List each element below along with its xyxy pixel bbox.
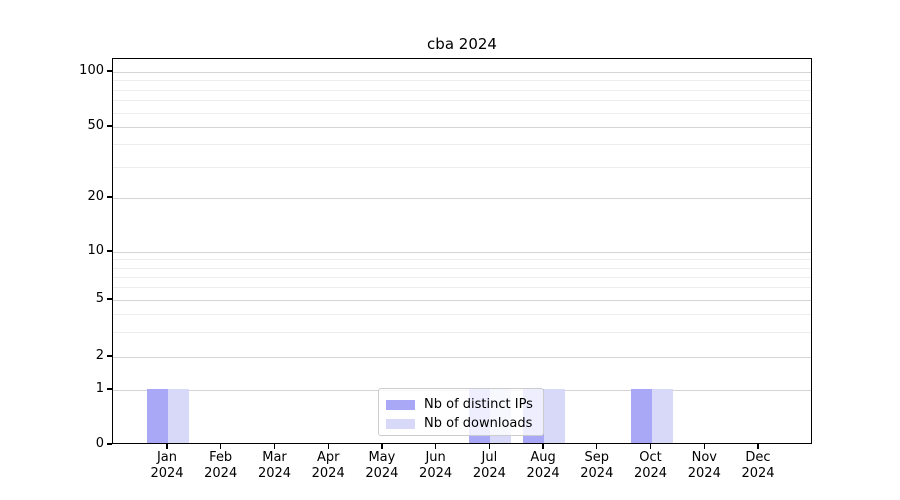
- x-tick-label-sep: Sep 2024: [580, 450, 614, 481]
- y-tick-mark-2: [107, 355, 112, 357]
- gridline-major-20: [113, 198, 811, 199]
- gridline-major-10: [113, 252, 811, 253]
- x-tick-mark-dec: [757, 444, 759, 449]
- y-tick-mark-50: [107, 125, 112, 127]
- gridline-minor-8: [113, 267, 811, 269]
- x-tick-mark-jun: [435, 444, 437, 449]
- x-tick-mark-jul: [488, 444, 490, 449]
- x-tick-mark-feb: [220, 444, 222, 449]
- x-tick-mark-may: [381, 444, 383, 449]
- x-tick-mark-sep: [596, 444, 598, 449]
- gridline-minor-7: [113, 276, 811, 278]
- x-tick-label-nov: Nov 2024: [687, 450, 721, 481]
- gridline-minor-70: [113, 100, 811, 102]
- x-tick-label-may: May 2024: [365, 450, 399, 481]
- legend-swatch-distinct-ips: [386, 399, 415, 410]
- gridline-minor-40: [113, 144, 811, 146]
- gridline-minor-80: [113, 89, 811, 91]
- y-tick-label-1: 1: [95, 381, 104, 396]
- y-tick-mark-0: [107, 443, 112, 445]
- gridline-major-50: [113, 127, 811, 128]
- y-tick-label-0: 0: [95, 436, 104, 451]
- x-tick-label-mar: Mar 2024: [257, 450, 292, 481]
- bar-downloads-aug: [544, 389, 566, 443]
- x-tick-label-jun: Jun 2024: [419, 450, 453, 481]
- x-tick-label-aug: Aug 2024: [526, 450, 560, 481]
- x-tick-label-apr: Apr 2024: [311, 450, 345, 481]
- y-tick-label-5: 5: [95, 291, 104, 306]
- x-tick-label-feb: Feb 2024: [204, 450, 238, 481]
- x-tick-label-jan: Jan 2024: [150, 450, 184, 481]
- x-tick-mark-aug: [542, 444, 544, 449]
- bar-distinct-ips-jan: [147, 389, 168, 443]
- bar-distinct-ips-oct: [630, 389, 652, 443]
- gridline-minor-3: [113, 331, 811, 333]
- y-tick-mark-20: [107, 196, 112, 198]
- y-tick-label-2: 2: [95, 348, 104, 363]
- plot-area: Nb of distinct IPs Nb of downloads: [112, 58, 812, 444]
- y-tick-label-100: 100: [79, 63, 104, 78]
- y-tick-label-10: 10: [87, 243, 104, 258]
- x-tick-mark-mar: [273, 444, 276, 449]
- gridline-minor-90: [113, 80, 811, 82]
- gridline-major-100: [113, 72, 811, 73]
- x-tick-mark-jan: [166, 444, 168, 449]
- y-tick-mark-10: [107, 250, 112, 252]
- y-tick-label-50: 50: [87, 118, 104, 133]
- legend-swatch-downloads: [386, 418, 415, 429]
- bar-downloads-oct: [651, 389, 673, 443]
- bar-downloads-jan: [168, 389, 189, 443]
- gridline-minor-6: [113, 287, 811, 289]
- x-tick-mark-nov: [703, 444, 705, 449]
- gridline-major-2: [113, 357, 811, 358]
- legend: Nb of distinct IPs Nb of downloads: [378, 388, 544, 436]
- gridline-minor-4: [113, 313, 811, 315]
- legend-item-distinct-ips: Nb of distinct IPs: [386, 395, 535, 414]
- x-tick-label-jul: Jul 2024: [472, 450, 506, 481]
- y-tick-mark-5: [107, 298, 112, 300]
- x-tick-label-oct: Oct 2024: [633, 450, 668, 481]
- chart-title: cba 2024: [427, 35, 497, 53]
- x-tick-mark-oct: [649, 444, 652, 449]
- legend-item-downloads: Nb of downloads: [386, 414, 535, 433]
- gridline-major-5: [113, 300, 811, 301]
- gridline-minor-60: [113, 112, 811, 114]
- gridline-minor-9: [113, 259, 811, 261]
- legend-label-distinct-ips: Nb of distinct IPs: [424, 397, 533, 412]
- x-tick-mark-apr: [327, 444, 329, 449]
- x-tick-label-dec: Dec 2024: [741, 450, 775, 481]
- y-tick-mark-1: [107, 388, 112, 390]
- y-tick-mark-100: [107, 70, 112, 72]
- y-tick-label-20: 20: [87, 189, 104, 204]
- gridline-minor-30: [113, 166, 811, 168]
- legend-label-downloads: Nb of downloads: [424, 416, 533, 431]
